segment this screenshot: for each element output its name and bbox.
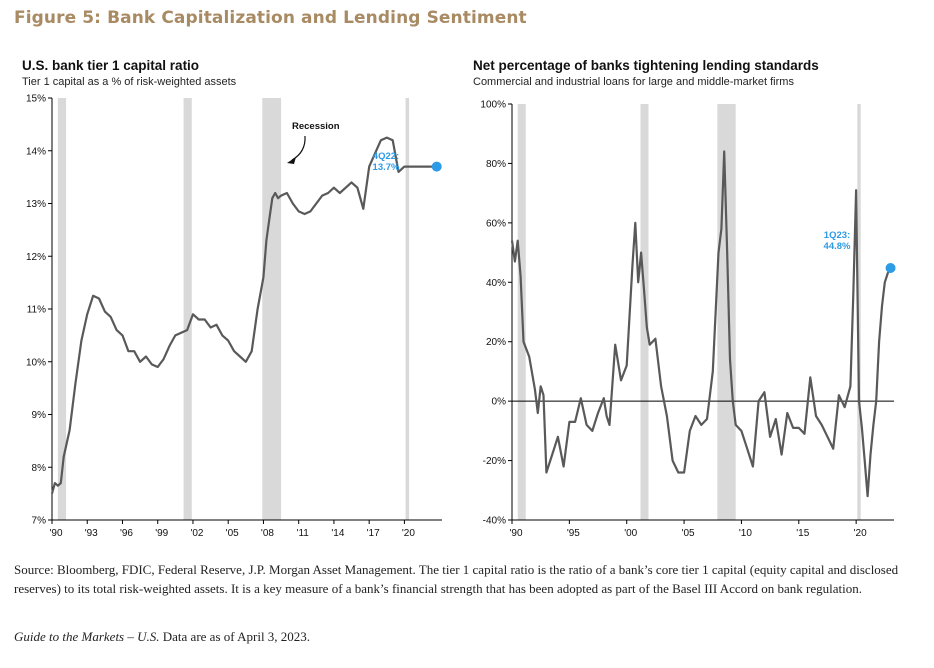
right-y-tick-label-6: 80% — [486, 159, 506, 170]
right-end-label-line-0: 1Q23: — [824, 230, 850, 241]
left-x-tick-label-2: '96 — [120, 528, 133, 539]
left-recession-band-2 — [262, 98, 282, 520]
right-x-tick-label-3: '05 — [682, 528, 695, 539]
left-recession-arrow — [291, 135, 306, 161]
right-y-tick-label-5: 60% — [486, 218, 506, 229]
left-x-tick-label-0: '90 — [49, 528, 62, 539]
source-note: Source: Bloomberg, FDIC, Federal Reserve… — [14, 562, 899, 596]
left-x-tick-label-5: '05 — [226, 528, 239, 539]
left-chart: 7% 8% 9% 10% 11% 12% 13% 14% 15% '90 '93 '96 '99 '02 '… — [26, 94, 442, 539]
left-x-tick-label-6: '08 — [261, 528, 274, 539]
right-recession-band-3 — [857, 104, 861, 520]
left-x-tick-label-8: '14 — [331, 528, 344, 539]
left-recession-band-0 — [57, 98, 67, 520]
right-y-tick-label-7: 100% — [480, 100, 506, 111]
figure-title: Figure 5: Bank Capitalization and Lendin… — [14, 8, 527, 28]
left-end-point — [431, 161, 442, 172]
right-series-line — [510, 150, 892, 498]
right-y-tick-label-2: 0% — [492, 397, 507, 408]
left-end-label-line-1: 13.7% — [373, 162, 400, 173]
left-series-line — [50, 136, 437, 494]
right-x-tick-label-2: '00 — [624, 528, 637, 539]
left-recession-arrowhead — [287, 157, 296, 164]
right-recession-band-2 — [717, 104, 736, 520]
right-x-tick-label-6: '20 — [854, 528, 867, 539]
right-x-tick-label-0: '90 — [509, 528, 522, 539]
left-chart-title: U.S. bank tier 1 capital ratio — [22, 58, 200, 73]
right-y-tick-label-1: -20% — [483, 456, 506, 467]
right-y-tick-label-4: 40% — [486, 278, 506, 289]
left-y-tick-label-2: 9% — [32, 410, 47, 421]
left-y-tick-label-7: 14% — [26, 146, 46, 157]
left-chart-subtitle: Tier 1 capital as a % of risk-weighted a… — [22, 76, 237, 88]
left-recession-band-1 — [183, 98, 192, 520]
left-x-tick-label-10: '20 — [402, 528, 415, 539]
guide-title: Guide to the Markets – U.S. — [14, 629, 160, 644]
guide-note: Guide to the Markets – U.S. Data are as … — [14, 629, 310, 645]
right-end-label-line-1: 44.8% — [824, 241, 851, 252]
left-y-tick-label-5: 12% — [26, 252, 46, 263]
left-y-tick-label-1: 8% — [32, 463, 47, 474]
left-y-tick-label-6: 13% — [26, 199, 46, 210]
left-x-tick-label-1: '93 — [85, 528, 98, 539]
left-recession-label: Recession — [292, 121, 340, 132]
right-y-tick-label-0: -40% — [483, 516, 506, 527]
left-y-tick-label-8: 15% — [26, 94, 46, 105]
left-x-tick-label-9: '17 — [367, 528, 380, 539]
right-x-tick-label-4: '10 — [739, 528, 752, 539]
right-x-tick-label-1: '95 — [567, 528, 580, 539]
right-end-point — [885, 263, 896, 274]
left-x-tick-label-4: '02 — [190, 528, 203, 539]
left-end-label-line-0: 4Q22: — [373, 151, 399, 162]
left-x-tick-label-3: '99 — [155, 528, 168, 539]
left-y-tick-label-4: 11% — [27, 305, 46, 316]
guide-rest: Data are as of April 3, 2023. — [159, 629, 311, 644]
left-recession-band-3 — [405, 98, 410, 520]
right-x-tick-label-5: '15 — [796, 528, 809, 539]
left-x-tick-label-7: '11 — [297, 528, 310, 539]
right-recession-band-1 — [640, 104, 649, 520]
left-y-tick-label-0: 7% — [32, 516, 47, 527]
right-chart-subtitle: Commercial and industrial loans for larg… — [473, 76, 794, 88]
right-y-tick-label-3: 20% — [486, 337, 506, 348]
right-chart: -40% -20% 0% 20% 40% 60% 80% 100% '90 '95 '00 '05 '1… — [480, 100, 896, 539]
left-y-tick-label-3: 10% — [26, 357, 46, 368]
right-chart-title: Net percentage of banks tightening lendi… — [473, 58, 819, 73]
